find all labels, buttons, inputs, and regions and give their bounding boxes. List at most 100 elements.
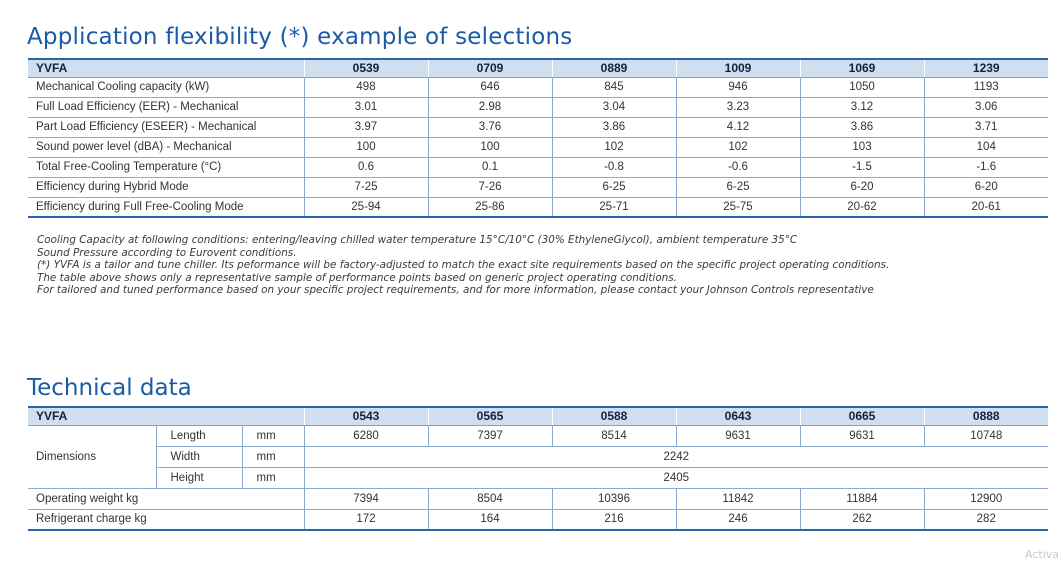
- cell: 3.97: [303, 117, 428, 138]
- cell: 102: [551, 137, 676, 158]
- cell: 282: [923, 509, 1048, 531]
- cell: 3.86: [551, 117, 676, 138]
- cell: 10748: [923, 425, 1048, 447]
- cell: 11842: [675, 488, 800, 510]
- header-col: 0543: [303, 406, 428, 426]
- cell: 3.23: [675, 97, 800, 118]
- header-model: YVFA: [28, 58, 304, 78]
- table-row: Height mm 2405: [28, 467, 1048, 489]
- cell: 164: [427, 509, 552, 531]
- footnote-line: The table above shows only a representat…: [37, 271, 677, 284]
- cell: -1.6: [923, 157, 1048, 178]
- cell: 6-25: [675, 177, 800, 198]
- cell: 25-75: [675, 197, 800, 218]
- cell: 100: [427, 137, 552, 158]
- table-row: Dimensions Length mm 6280 7397 8514 9631…: [28, 425, 1048, 489]
- cell: 100: [303, 137, 428, 158]
- cell: -0.6: [675, 157, 800, 178]
- table-row: Mechanical Cooling capacity (kW) 498 646…: [28, 77, 1048, 98]
- row-label: Efficiency during Full Free-Cooling Mode: [28, 197, 304, 218]
- header-col: 0888: [923, 406, 1048, 426]
- cell: 8514: [551, 425, 676, 447]
- cell: 6-25: [551, 177, 676, 198]
- cell: 3.06: [923, 97, 1048, 118]
- header-col: 0709: [427, 58, 552, 78]
- cell: 3.04: [551, 97, 676, 118]
- cell: 246: [675, 509, 800, 531]
- cell: 12900: [923, 488, 1048, 510]
- table-header-row: YVFA 0539 0709 0889 1009 1069 1239: [28, 58, 1048, 78]
- cell: 20-61: [923, 197, 1048, 218]
- header-col: 0588: [551, 406, 676, 426]
- cell: 1050: [799, 77, 924, 98]
- row-label: Efficiency during Hybrid Mode: [28, 177, 304, 198]
- cell: 0.1: [427, 157, 552, 178]
- cell: 10396: [551, 488, 676, 510]
- cell: 9631: [675, 425, 800, 447]
- header-col: 1069: [799, 58, 924, 78]
- cell: 262: [799, 509, 924, 531]
- cell: 845: [551, 77, 676, 98]
- unit: mm: [241, 425, 304, 447]
- row-label: Mechanical Cooling capacity (kW): [28, 77, 304, 98]
- header-col: 0539: [303, 58, 428, 78]
- header-col: 1239: [923, 58, 1048, 78]
- cell-merged: 2242: [303, 446, 1048, 468]
- cell: 0.6: [303, 157, 428, 178]
- cell: 7394: [303, 488, 428, 510]
- unit: mm: [241, 446, 304, 468]
- cell: 3.71: [923, 117, 1048, 138]
- cell: 946: [675, 77, 800, 98]
- section-title-technical-data: Technical data: [27, 375, 192, 401]
- footnote-line: Cooling Capacity at following conditions…: [37, 234, 798, 246]
- technical-data-table: YVFA 0543 0565 0588 0643 0665 0888 Dimen…: [28, 406, 1048, 531]
- table-row: Refrigerant charge kg 172 164 216 246 26…: [28, 509, 1048, 531]
- cell: 7-26: [427, 177, 552, 198]
- table-row: Width mm 2242: [28, 446, 1048, 468]
- footnote-line: (*) YVFA is a tailor and tune chiller. I…: [37, 259, 890, 272]
- footnotes: Cooling Capacity at following conditions…: [37, 234, 1047, 297]
- cell-merged: 2405: [303, 467, 1048, 489]
- row-label: Part Load Efficiency (ESEER) - Mechanica…: [28, 117, 304, 138]
- watermark-text: Activa: [1025, 548, 1059, 561]
- table-row: Efficiency during Full Free-Cooling Mode…: [28, 197, 1048, 218]
- table-row: Total Free-Cooling Temperature (°C) 0.6 …: [28, 157, 1048, 178]
- table-row: Part Load Efficiency (ESEER) - Mechanica…: [28, 117, 1048, 138]
- cell: 172: [303, 509, 428, 531]
- cell: 25-71: [551, 197, 676, 218]
- table-row: Efficiency during Hybrid Mode 7-25 7-26 …: [28, 177, 1048, 198]
- selections-table: YVFA 0539 0709 0889 1009 1069 1239 Mecha…: [28, 58, 1048, 218]
- cell: 1193: [923, 77, 1048, 98]
- footnote-line: For tailored and tuned performance based…: [37, 284, 874, 297]
- cell: 25-94: [303, 197, 428, 218]
- cell: 216: [551, 509, 676, 531]
- cell: 8504: [427, 488, 552, 510]
- header-col: 0643: [675, 406, 800, 426]
- table-header-row: YVFA 0543 0565 0588 0643 0665 0888: [28, 406, 1048, 426]
- width-label: Width: [155, 446, 242, 468]
- row-label: Total Free-Cooling Temperature (°C): [28, 157, 304, 178]
- cell: 6-20: [923, 177, 1048, 198]
- header-col: 0889: [551, 58, 676, 78]
- header-col: 0565: [427, 406, 552, 426]
- cell: 498: [303, 77, 428, 98]
- cell: -1.5: [799, 157, 924, 178]
- cell: 104: [923, 137, 1048, 158]
- header-col: 0665: [799, 406, 924, 426]
- cell: -0.8: [551, 157, 676, 178]
- cell: 4.12: [675, 117, 800, 138]
- cell: 103: [799, 137, 924, 158]
- footnote-line: Sound Pressure according to Eurovent con…: [37, 246, 297, 259]
- height-label: Height: [155, 467, 242, 489]
- cell: 9631: [799, 425, 924, 447]
- length-label: Length: [155, 425, 242, 447]
- cell: 3.12: [799, 97, 924, 118]
- table-row: Operating weight kg 7394 8504 10396 1184…: [28, 488, 1048, 510]
- cell: 7-25: [303, 177, 428, 198]
- table-row: Sound power level (dBA) - Mechanical 100…: [28, 137, 1048, 158]
- cell: 2.98: [427, 97, 552, 118]
- dimensions-label: Dimensions: [28, 425, 156, 489]
- row-label: Full Load Efficiency (EER) - Mechanical: [28, 97, 304, 118]
- cell: 3.76: [427, 117, 552, 138]
- cell: 102: [675, 137, 800, 158]
